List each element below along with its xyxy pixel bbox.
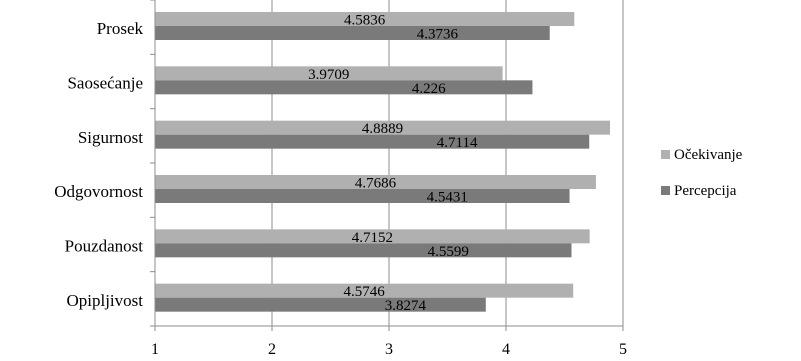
bar-percepcija — [155, 80, 533, 95]
x-tick-label: 1 — [151, 341, 159, 358]
category-labels: Prosek Saosećanje Sigurnost Odgovornost Pouz… — [54, 19, 143, 310]
category-label: Sigurnost — [78, 128, 143, 147]
category-label: Opipljivost — [66, 291, 143, 310]
data-label: 4.5836 — [344, 13, 386, 29]
bar-percepcija — [155, 189, 570, 203]
bar-percepcija — [155, 297, 486, 312]
bar-ocekivanje — [155, 12, 575, 26]
category-label: Prosek — [97, 19, 144, 38]
data-label: 4.7114 — [437, 135, 478, 151]
bars — [155, 12, 611, 312]
legend-label: Očekivanje — [674, 147, 743, 163]
data-label: 4.5431 — [427, 190, 468, 206]
category-label: Odgovornost — [54, 182, 143, 201]
bar-ocekivanje — [155, 175, 596, 189]
x-tick-label: 4 — [502, 341, 510, 358]
data-label: 4.7152 — [352, 230, 393, 246]
data-labels: 4.5836 4.3736 3.9709 4.226 4.8889 4.7114 4.768… — [308, 13, 478, 315]
x-tick-label: 2 — [268, 341, 276, 358]
bar-percepcija — [155, 134, 590, 149]
bar-ocekivanje — [155, 66, 503, 81]
legend-swatch — [661, 150, 670, 159]
data-label: 4.5599 — [428, 244, 469, 260]
bar-percepcija — [155, 243, 572, 258]
data-label: 4.226 — [412, 81, 446, 97]
x-tick-labels: 1 2 3 4 5 — [151, 341, 627, 358]
data-label: 4.5746 — [343, 284, 385, 300]
bar-percepcija — [155, 26, 550, 40]
data-label: 3.8274 — [385, 298, 427, 314]
data-label: 3.9709 — [308, 67, 349, 83]
data-label: 4.7686 — [355, 176, 397, 192]
bar-ocekivanje — [155, 229, 590, 244]
gridlines — [271, 0, 624, 326]
bar-ocekivanje — [155, 283, 574, 298]
legend: Očekivanje Percepcija — [661, 147, 743, 199]
data-label: 4.8889 — [362, 121, 403, 137]
category-label: Saosećanje — [67, 74, 143, 93]
legend-swatch — [661, 186, 670, 195]
bar-ocekivanje — [155, 120, 611, 135]
legend-label: Percepcija — [674, 183, 737, 199]
x-tick-label: 3 — [385, 341, 393, 358]
axes — [150, 0, 624, 331]
x-tick-label: 5 — [619, 341, 627, 358]
category-label: Pouzdanost — [65, 237, 144, 256]
data-label: 4.3736 — [417, 27, 459, 43]
